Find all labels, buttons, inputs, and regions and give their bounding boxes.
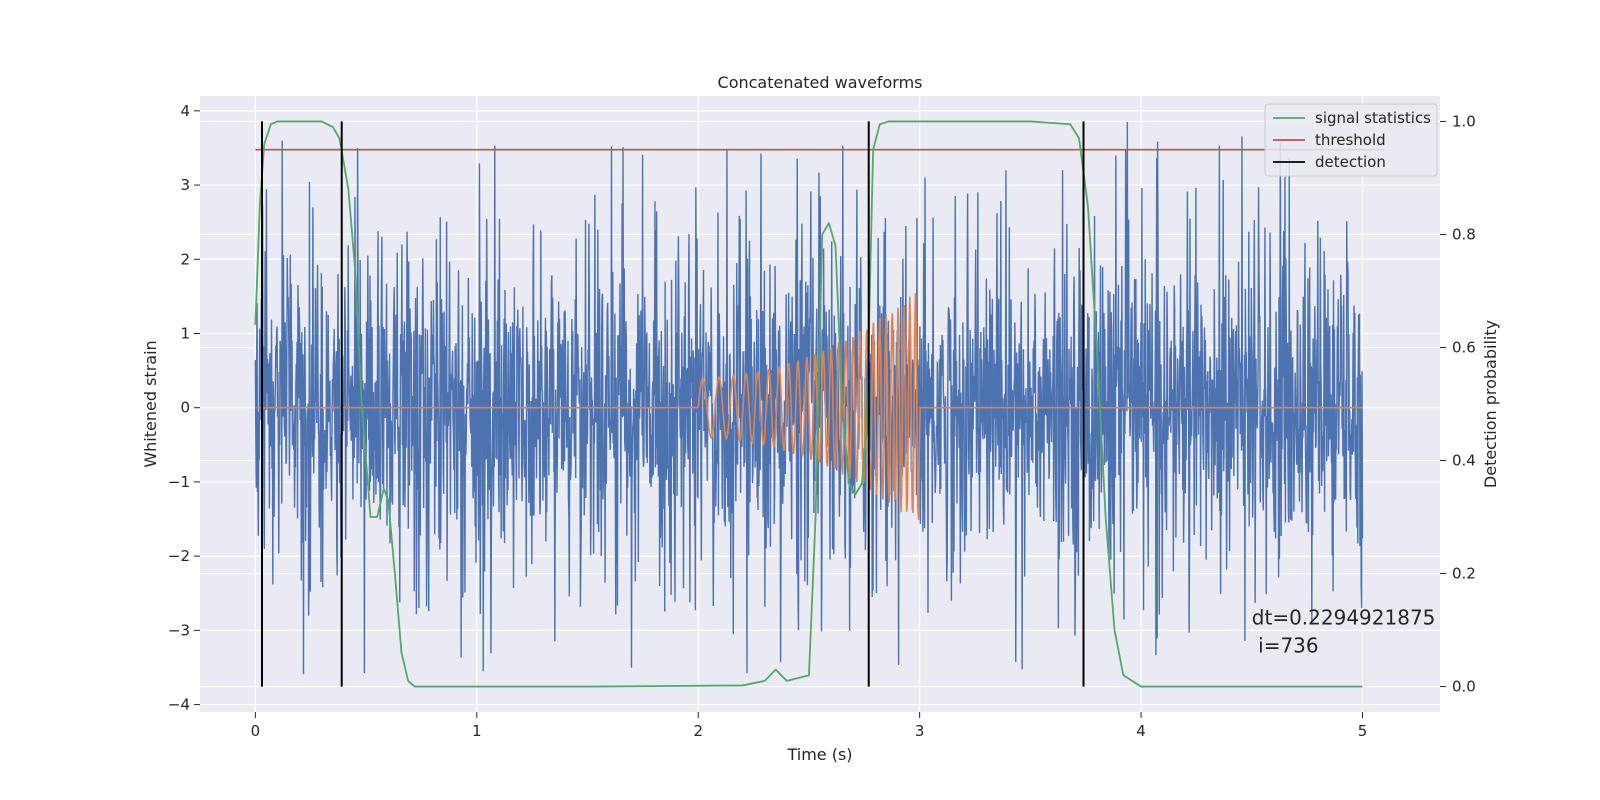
- y-tick-label: 0: [180, 399, 190, 417]
- legend-label: threshold: [1315, 131, 1386, 149]
- y-tick-label: 3: [180, 176, 190, 194]
- legend-box: [1264, 103, 1438, 177]
- legend-label: signal statistics: [1315, 109, 1431, 127]
- plot-area: [254, 120, 1385, 688]
- y2-axis-label: Detection probability: [1481, 320, 1500, 488]
- y-tick-label: −4: [168, 696, 190, 714]
- y-tick-label: −1: [168, 473, 190, 491]
- chirp-waveform-line: [255, 292, 1363, 520]
- annotation: dt=0.2294921875 i=736: [1252, 605, 1436, 657]
- x-tick-label: 2: [693, 722, 703, 740]
- legend: signal statistics threshold detection: [1264, 103, 1438, 177]
- x-tick-label: 0: [251, 722, 261, 740]
- legend-label: detection: [1315, 153, 1386, 171]
- y-axis-label: Whitened strain: [141, 340, 160, 467]
- annotation-text: i=736: [1252, 633, 1319, 657]
- y-tick-label: 2: [180, 250, 190, 268]
- annotation-text: dt=0.2294921875: [1252, 605, 1436, 629]
- x-tick-label: 1: [472, 722, 482, 740]
- y2-tick-label: 0.0: [1452, 678, 1476, 696]
- y-tick-label: −3: [168, 621, 190, 639]
- y2-tick-label: 0.4: [1452, 452, 1476, 470]
- y2-tick-label: 0.2: [1452, 565, 1476, 583]
- whitened-strain-line: [254, 121, 1364, 675]
- x-tick-label: 3: [915, 722, 925, 740]
- x-tick-label: 4: [1136, 722, 1146, 740]
- y2-tick-label: 0.8: [1452, 225, 1476, 243]
- y-tick-label: 1: [180, 324, 190, 342]
- y2-tick-label: 1.0: [1452, 112, 1476, 130]
- x-axis-label: Time (s): [786, 745, 852, 764]
- y-tick-label: 4: [180, 102, 190, 120]
- y2-tick-label: 0.6: [1452, 338, 1476, 356]
- signal-statistics-line: [254, 120, 1363, 688]
- ticks: 0 1 2 3 4 5 −4 −3 −2 −1 0 1 2 3 4 0.0 0.2 0.4 0.6 0.8 1.0: [168, 102, 1476, 740]
- x-tick-label: 5: [1358, 722, 1368, 740]
- y-tick-label: −2: [168, 547, 190, 565]
- chart-title: Concatenated waveforms: [718, 73, 923, 92]
